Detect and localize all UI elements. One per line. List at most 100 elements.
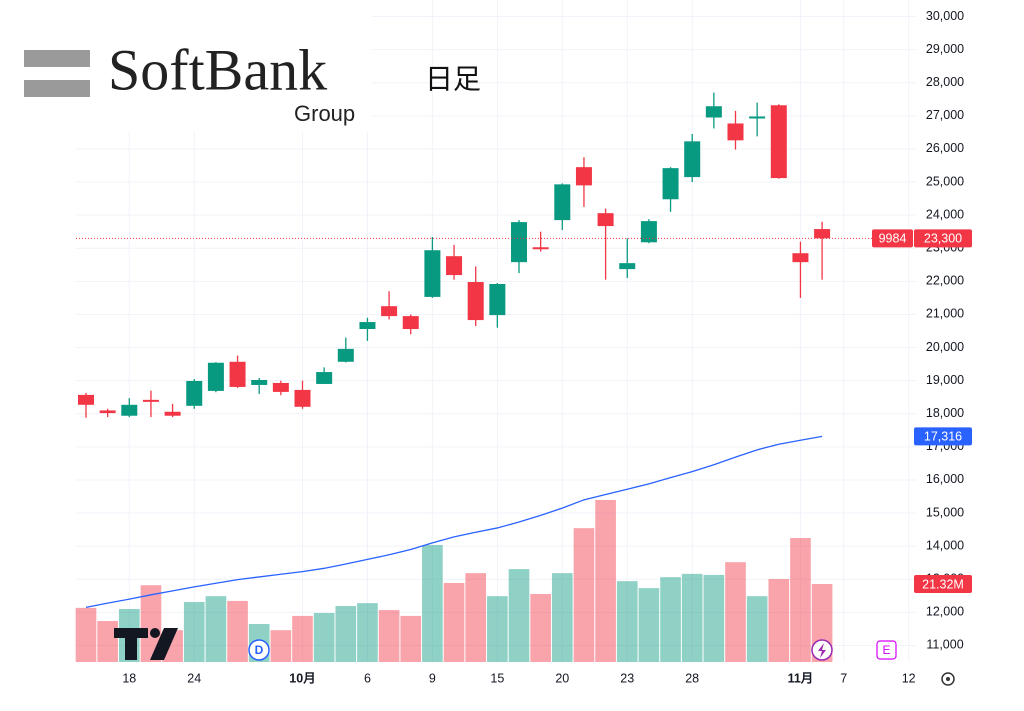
y-tick-label: 28,000 — [926, 75, 964, 89]
volume-bar — [573, 528, 595, 662]
symbol-tag — [872, 229, 913, 248]
y-tick-label: 11,000 — [926, 638, 963, 652]
ma-tag — [914, 427, 972, 446]
candle-body — [359, 322, 376, 330]
settings-icon[interactable] — [941, 672, 955, 686]
tradingview-logo — [114, 628, 178, 660]
volume-bar — [790, 538, 811, 662]
candle-body — [272, 382, 289, 392]
volume-bar — [292, 615, 313, 662]
event-label: E — [882, 643, 890, 657]
volume-bar — [703, 574, 725, 662]
x-tick-label: 12 — [902, 671, 916, 685]
y-tick-label: 26,000 — [926, 141, 964, 155]
y-tick-label: 12,000 — [926, 605, 964, 619]
candle-body — [99, 410, 116, 414]
y-tick-label: 18,000 — [926, 406, 964, 420]
volume-bar — [487, 596, 508, 662]
event-marker[interactable] — [248, 639, 270, 661]
event-label: D — [255, 643, 264, 657]
y-tick-label: 20,000 — [926, 340, 964, 354]
event-marker[interactable] — [876, 640, 897, 660]
candle-body — [446, 256, 463, 276]
interval-label: 日足 — [425, 63, 481, 94]
volume-layer — [75, 499, 833, 662]
candle-body — [294, 389, 311, 407]
candle-body — [727, 123, 744, 141]
volume-tag — [914, 575, 972, 594]
y-tick-label: 15,000 — [926, 505, 964, 519]
y-tick-label: 27,000 — [926, 108, 964, 122]
volume-bar — [616, 581, 638, 662]
volume-tag-label: 21.32M — [922, 577, 964, 591]
volume-bar — [75, 607, 97, 662]
candle-body — [142, 399, 159, 402]
symbol-label: 9984 — [879, 232, 907, 246]
candle-layer — [78, 92, 831, 418]
candle-body — [705, 106, 722, 118]
y-tick-label: 22,000 — [926, 274, 964, 288]
y-tick-label: 21,000 — [926, 307, 964, 321]
candle-body — [619, 263, 636, 270]
x-tick-label: 10月 — [289, 671, 315, 685]
y-tick-label: 19,000 — [926, 373, 964, 387]
candle-body — [78, 394, 94, 405]
x-tick-label: 11月 — [788, 671, 814, 685]
volume-bar — [205, 596, 227, 662]
logo-name: SoftBank — [108, 37, 327, 102]
moving-average-line — [85, 435, 823, 609]
volume-bar — [660, 577, 681, 662]
volume-bar — [681, 573, 703, 662]
ma-tag-label: 17,316 — [924, 430, 962, 444]
candle-body — [337, 348, 354, 362]
candle-body — [770, 105, 787, 179]
candle-body — [554, 184, 571, 221]
x-tick-label: 9 — [429, 671, 436, 685]
volume-bar — [335, 606, 357, 662]
logo-bar — [24, 50, 90, 67]
volume-bar — [357, 603, 378, 662]
y-tick-label: 29,000 — [926, 42, 964, 56]
x-tick-label: 7 — [840, 671, 847, 685]
candle-body — [489, 283, 506, 316]
x-tick-label: 18 — [122, 671, 136, 685]
volume-bar — [422, 544, 443, 662]
y-tick-label: 24,000 — [926, 207, 964, 221]
y-tick-label: 25,000 — [926, 174, 964, 188]
volume-bar — [313, 612, 335, 662]
candle-body — [402, 316, 419, 330]
volume-bar — [746, 596, 768, 662]
volume-bar — [465, 573, 487, 662]
lightning-icon — [818, 643, 826, 658]
x-tick-label: 6 — [364, 671, 371, 685]
x-tick-label: 28 — [685, 671, 699, 685]
candle-body — [662, 168, 679, 200]
volume-bar — [183, 602, 205, 662]
candle-body — [121, 404, 138, 416]
price-tag — [914, 229, 972, 248]
volume-bar — [551, 573, 573, 662]
volume-bar — [443, 582, 465, 662]
y-tick-label: 16,000 — [926, 472, 964, 486]
candle-body — [684, 141, 701, 178]
volume-bar — [595, 499, 616, 662]
candle-body — [575, 167, 592, 186]
candle-body — [814, 229, 831, 239]
candle-body — [186, 380, 203, 406]
candle-body — [749, 116, 766, 119]
overlay-layer: 11,00012,00013,00014,00015,00016,00017,0… — [76, 9, 972, 685]
volume-bar — [270, 630, 292, 662]
candle-body — [229, 361, 246, 387]
candle-body — [640, 221, 657, 243]
volume-bar — [378, 610, 400, 662]
candle-body — [316, 372, 333, 384]
candle-body — [424, 250, 441, 297]
volume-bar — [227, 600, 248, 662]
volume-bar — [400, 615, 422, 662]
logo-bar — [24, 80, 90, 97]
candle-body — [207, 362, 224, 391]
volume-bar — [97, 621, 118, 662]
candle-body — [164, 411, 181, 416]
candle-body — [511, 222, 527, 263]
